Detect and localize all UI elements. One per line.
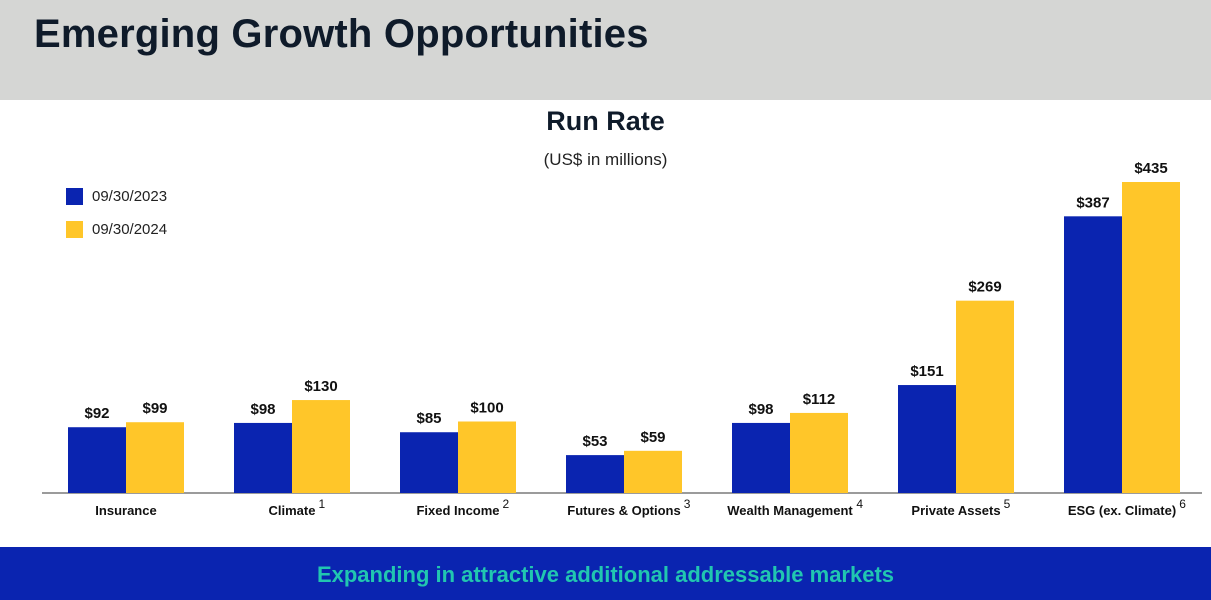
footnote-marker-2: 2 [503,497,510,511]
bar-2024-3 [624,450,682,493]
footer-bar [0,547,1211,600]
data-label-2023-0: $92 [84,405,109,422]
legend-swatch-2023 [66,188,83,205]
data-label-2023-2: $85 [416,410,441,427]
bar-2023-6 [1064,216,1122,493]
bar-2024-0 [126,422,184,493]
bar-2024-2 [458,421,516,493]
footnote-marker-5: 5 [1004,497,1011,511]
data-label-2023-5: $151 [910,363,943,380]
bar-2024-1 [292,400,350,493]
legend-swatch-2024 [66,221,83,238]
bar-2024-4 [790,412,848,493]
data-label-2024-3: $59 [640,429,665,446]
bar-2024-5 [956,300,1014,493]
legend-item-2023: 09/30/2023 [66,180,167,213]
bar-2023-2 [400,432,458,493]
category-label-3: Futures & Options [567,503,680,518]
bar-chart: $92 $99 Insurance $98 $130 Climate 1 $85 $100 Fix… [42,160,1202,518]
data-label-2024-4: $112 [803,391,836,408]
category-label-5: Private Assets [911,503,1000,518]
chart-subtitle: (US$ in millions) [543,150,668,169]
footer-text: Expanding in attractive additional addre… [316,562,895,587]
legend-label-2023: 09/30/2023 [92,188,168,205]
data-label-2024-6: $435 [1134,160,1167,177]
bar-2023-4 [732,422,790,493]
footnote-marker-3: 3 [684,497,691,511]
data-label-2023-4: $98 [748,401,773,418]
chart-legend: 09/30/2023 09/30/2024 [66,180,167,246]
header-bar: Emerging Growth Opportunities [0,0,1211,100]
bar-2023-3 [566,455,624,493]
category-label-4: Wealth Management [727,503,853,518]
data-label-2024-2: $100 [470,400,503,417]
bar-2023-5 [898,385,956,493]
category-label-0: Insurance [95,503,156,518]
bar-2024-6 [1122,182,1180,493]
category-label-1: Climate [269,503,316,518]
data-label-2023-3: $53 [582,433,607,450]
data-label-2023-1: $98 [250,401,275,418]
bar-2023-0 [68,427,126,493]
category-label-2: Fixed Income [416,503,499,518]
data-label-2024-1: $130 [304,378,337,395]
footnote-marker-1: 1 [318,497,325,511]
data-label-2024-0: $99 [142,400,167,417]
chart-title: Run Rate [546,106,665,136]
data-label-2023-6: $387 [1076,194,1109,211]
data-label-2024-5: $269 [968,279,1001,296]
footnote-marker-6: 6 [1179,497,1186,511]
category-label-6: ESG (ex. Climate) [1068,503,1176,518]
page-title: Emerging Growth Opportunities [34,12,649,56]
legend-item-2024: 09/30/2024 [66,213,167,246]
footnote-marker-4: 4 [856,497,863,511]
legend-label-2024: 09/30/2024 [92,221,168,238]
bar-2023-1 [234,422,292,493]
